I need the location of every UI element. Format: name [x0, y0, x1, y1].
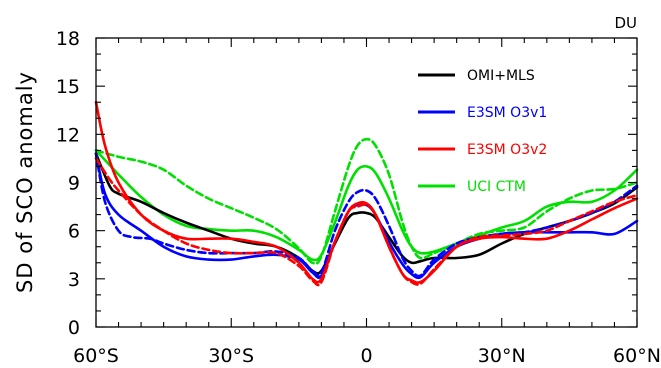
legend-label-uci-ctm: UCI CTM: [467, 179, 526, 195]
y-tick-label: 15: [56, 76, 80, 98]
series-line-e3sm-o3v1-dashed: [94, 152, 639, 278]
tick-label-layer: 60°S 30°S 0 30°N 60°N 0 3 6 9 12 15 18: [56, 28, 661, 367]
legend: OMI+MLS E3SM O3v1 E3SM O3v2 UCI CTM: [418, 68, 547, 195]
legend-label-e3sm-o3v1: E3SM O3v1: [467, 105, 547, 121]
y-tick-label: 12: [56, 124, 80, 146]
tick-layer: [95, 37, 638, 328]
y-axis-title: SD of SCO anomaly: [13, 71, 37, 293]
y-tick-label: 3: [68, 269, 80, 291]
x-tick-label: 60°S: [73, 345, 119, 367]
series-line-e3sm-o3v2-dashed: [94, 157, 639, 287]
y-tick-label: 0: [68, 317, 80, 339]
series-line-uci-ctm-dashed: [94, 137, 639, 265]
y-tick-label: 6: [68, 221, 80, 243]
series-line-e3sm-o3v1: [94, 152, 639, 280]
x-tick-label: 60°N: [613, 345, 661, 367]
series-line-uci-ctm: [94, 149, 639, 262]
y-tick-label: 9: [68, 173, 80, 195]
series-line-omi-mls: [94, 152, 639, 275]
x-tick-label: 30°N: [478, 345, 526, 367]
unit-label: DU: [614, 14, 637, 32]
x-tick-label: 30°S: [208, 345, 254, 367]
series-layer: [94, 100, 639, 287]
series-line-e3sm-o3v2: [94, 100, 639, 284]
y-tick-label: 18: [56, 28, 80, 50]
x-tick-label: 0: [360, 345, 372, 367]
legend-label-e3sm-o3v2: E3SM O3v2: [467, 142, 547, 158]
legend-label-omi-mls: OMI+MLS: [467, 68, 535, 84]
plot-frame: [95, 37, 638, 328]
